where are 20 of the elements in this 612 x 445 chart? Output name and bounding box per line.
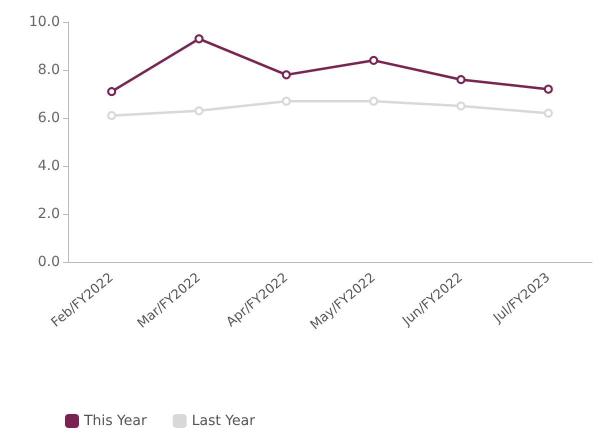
y-tick-label: 10.0 (28, 14, 60, 30)
y-tick-label: 0.0 (38, 254, 60, 270)
point (544, 84, 553, 94)
point (194, 34, 204, 44)
y-tick-label: 6.0 (38, 110, 60, 126)
point (369, 96, 378, 106)
y-tick-label: 2.0 (38, 206, 60, 222)
point (369, 56, 378, 65)
y-tick-label: 8.0 (38, 62, 60, 78)
point (456, 102, 466, 110)
y-tick-label: 4.0 (38, 158, 60, 174)
point (107, 87, 116, 96)
point (282, 70, 291, 80)
point (107, 111, 116, 120)
point (282, 96, 291, 106)
point (194, 106, 204, 116)
point (544, 108, 553, 118)
point (456, 75, 466, 84)
legend-label: Last Year (192, 413, 256, 429)
legend-label: This Year (83, 413, 147, 429)
